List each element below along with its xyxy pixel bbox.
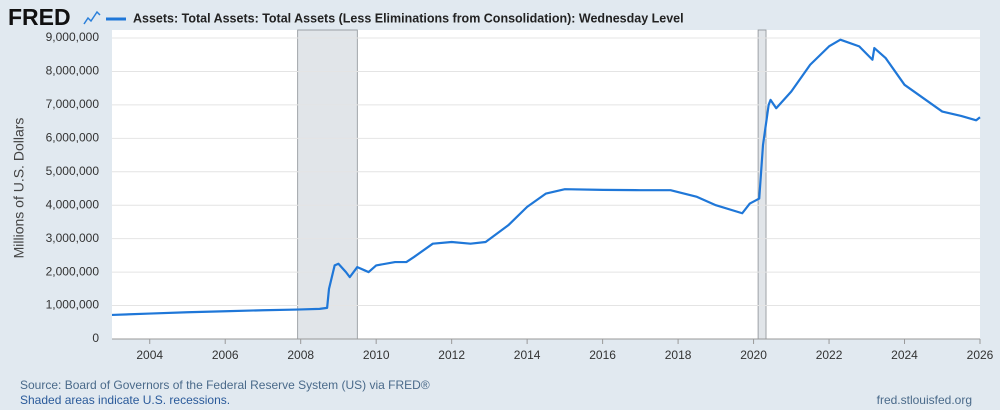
logo-icon (83, 10, 101, 25)
plot-area (112, 30, 980, 339)
y-tick-label: 7,000,000 (46, 97, 100, 111)
x-tick-label: 2020 (740, 348, 767, 362)
x-tick-label: 2008 (287, 348, 314, 362)
x-tick-label: 2006 (212, 348, 239, 362)
recession-shade (297, 29, 358, 340)
x-tick-label: 2014 (514, 348, 541, 362)
y-tick-label: 8,000,000 (46, 64, 100, 78)
x-tick-label: 2016 (589, 348, 616, 362)
note: Shaded areas indicate U.S. recessions. (20, 393, 230, 407)
x-tick-label: 2012 (438, 348, 465, 362)
y-tick-label: 1,000,000 (46, 298, 100, 312)
logo[interactable]: FRED (8, 4, 71, 30)
y-tick-label: 4,000,000 (46, 197, 100, 211)
series-line (111, 38, 981, 317)
y-tick-label: 3,000,000 (46, 231, 100, 245)
y-tick-label: 2,000,000 (46, 264, 100, 278)
x-tick-label: 2026 (967, 348, 994, 362)
legend-label: Assets: Total Assets: Total Assets (Less… (133, 11, 684, 25)
x-tick-label: 2024 (891, 348, 918, 362)
x-tick-label: 2022 (816, 348, 843, 362)
y-tick-label: 0 (92, 331, 99, 345)
y-axis-label: Millions of U.S. Dollars (11, 118, 27, 259)
x-tick-label: 2018 (665, 348, 692, 362)
y-tick-label: 5,000,000 (46, 164, 100, 178)
source: Source: Board of Governors of the Federa… (20, 378, 430, 392)
x-tick-label: 2004 (136, 348, 163, 362)
y-tick-label: 9,000,000 (46, 30, 100, 44)
url[interactable]: fred.stlouisfed.org (877, 393, 972, 407)
x-tick-label: 2010 (363, 348, 390, 362)
y-tick-label: 6,000,000 (46, 131, 100, 145)
